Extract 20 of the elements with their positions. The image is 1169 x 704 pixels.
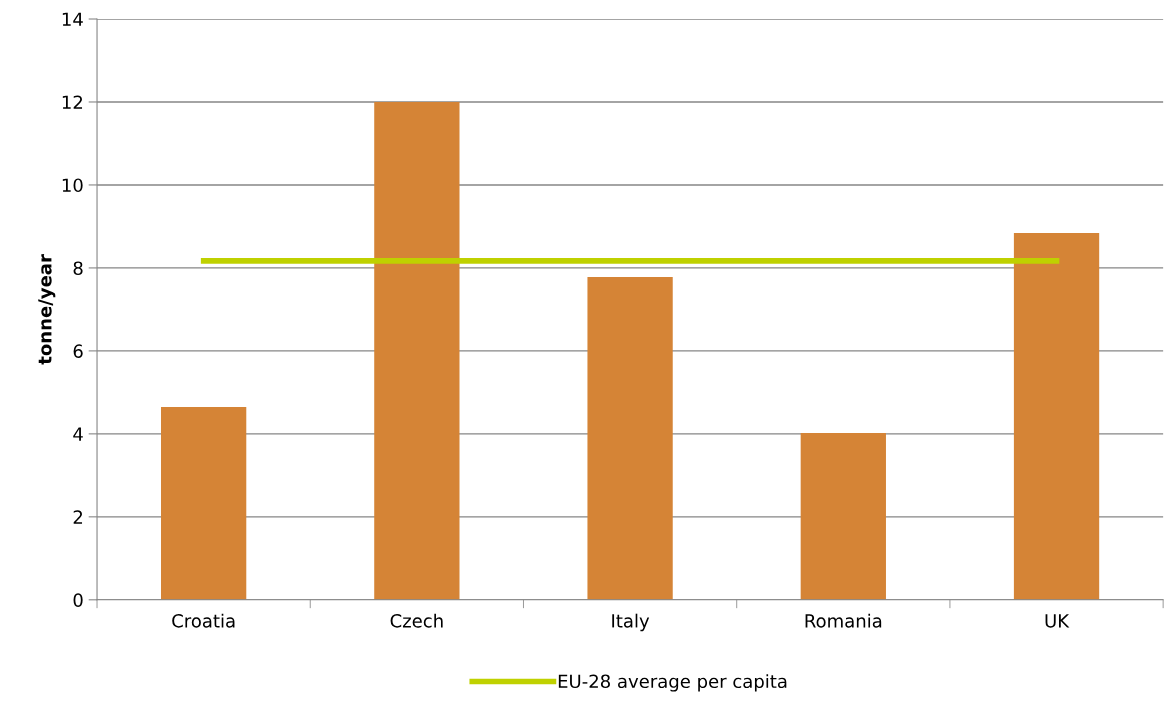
y-axis-title: tonne/year bbox=[38, 254, 56, 365]
y-tick-label: 6 bbox=[73, 344, 83, 359]
y-tick-label: 2 bbox=[73, 510, 83, 524]
x-tick-label: Croatia bbox=[172, 613, 235, 628]
x-tick-label: UK bbox=[1045, 614, 1070, 628]
bar bbox=[374, 101, 460, 600]
y-tick-label: 14 bbox=[62, 12, 83, 26]
x-tick-label: Romania bbox=[805, 613, 882, 628]
y-tick-label: 4 bbox=[73, 427, 83, 441]
bar bbox=[160, 406, 247, 600]
bar bbox=[1013, 233, 1100, 600]
bar bbox=[587, 277, 673, 600]
y-tick-label: 8 bbox=[73, 261, 83, 276]
y-tick-label: 0 bbox=[73, 593, 83, 607]
x-tick-label: Czech bbox=[390, 613, 443, 628]
bar bbox=[800, 433, 886, 600]
y-tick-label: 12 bbox=[62, 95, 83, 109]
x-tick-label: Italy bbox=[612, 613, 650, 632]
y-tick-label: 10 bbox=[62, 178, 83, 193]
legend-label: EU-28 average per capita bbox=[558, 674, 787, 692]
